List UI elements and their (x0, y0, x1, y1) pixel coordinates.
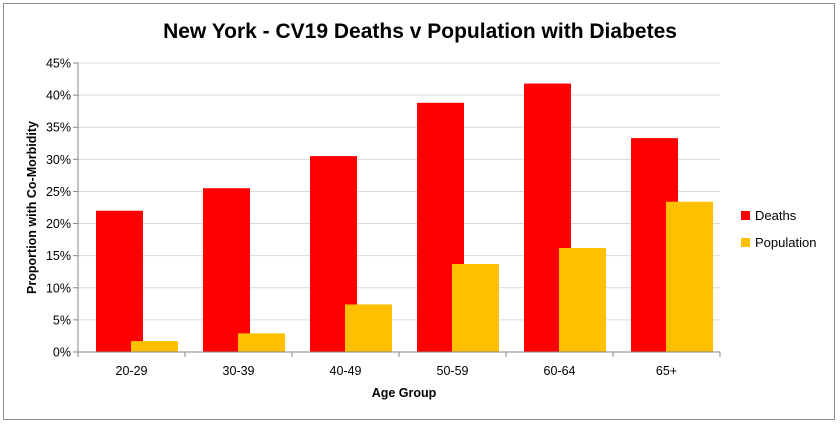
y-axis-label: Proportion with Co-Morbidity (25, 121, 39, 294)
gridlines (73, 62, 721, 357)
x-tick-label: 60-64 (544, 364, 576, 378)
bar-deaths-20-29 (96, 210, 143, 352)
bar-population-30-39 (238, 333, 285, 352)
bar-population-65+ (666, 201, 713, 352)
y-tick-label: 0% (53, 346, 71, 360)
x-tick-label: 40-49 (330, 364, 362, 378)
legend-label-deaths: Deaths (755, 208, 797, 223)
y-tick-label: 45% (46, 57, 71, 71)
bar-population-40-49 (345, 304, 392, 352)
legend: Deaths Population (741, 208, 816, 250)
x-tick-label: 65+ (656, 364, 677, 378)
axes (77, 63, 720, 353)
x-axis-label: Age Group (372, 386, 437, 400)
y-tick-label: 5% (53, 313, 71, 327)
x-tick-label: 20-29 (116, 364, 148, 378)
bar-population-50-59 (452, 264, 499, 352)
bar-deaths-30-39 (203, 188, 250, 352)
y-tick-label: 25% (46, 185, 71, 199)
y-tick-label: 20% (46, 217, 71, 231)
y-tick-label: 10% (46, 281, 71, 295)
legend-swatch-deaths (741, 211, 750, 220)
y-tick-label: 40% (46, 89, 71, 103)
bar-population-20-29 (131, 341, 178, 352)
x-tick-label: 30-39 (223, 364, 255, 378)
y-tick-label: 30% (46, 153, 71, 167)
chart-title: New York - CV19 Deaths v Population with… (163, 20, 677, 43)
bars (96, 83, 713, 352)
x-tick-labels: 20-29 30-39 40-49 50-59 60-64 65+ (116, 364, 678, 378)
y-tick-label: 35% (46, 121, 71, 135)
legend-label-population: Population (755, 235, 816, 250)
y-tick-labels: 0% 5% 10% 15% 20% 25% 30% 35% 40% 45% (46, 57, 71, 360)
x-tick-label: 50-59 (437, 364, 469, 378)
bar-population-60-64 (559, 247, 606, 352)
y-tick-label: 15% (46, 249, 71, 263)
legend-swatch-population (741, 238, 750, 247)
